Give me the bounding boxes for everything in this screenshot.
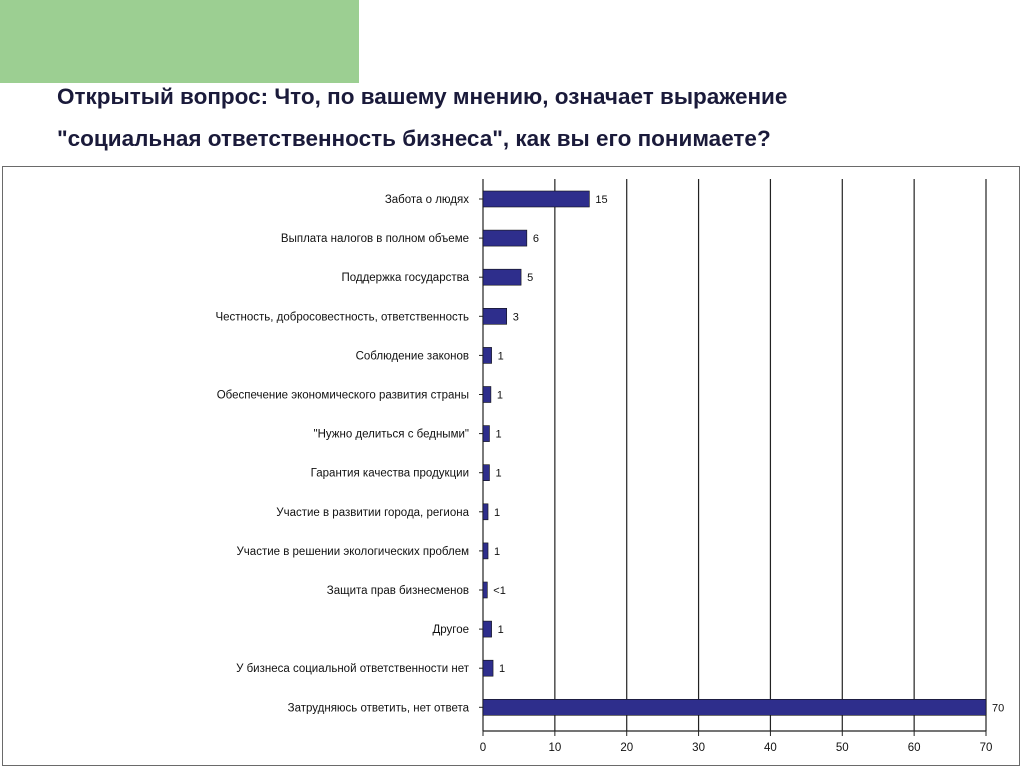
data-label: 1 <box>495 468 501 480</box>
chart-frame: 0 10 20 30 40 50 60 70 Забота о людях 15 Выплата н… <box>2 166 1020 766</box>
category-label: Затрудняюсь ответить, нет ответа <box>288 702 470 714</box>
slide-title: Открытый вопрос: Что, по вашему мнению, … <box>57 76 1017 160</box>
bar <box>482 190 590 208</box>
slide-title-line-1: Открытый вопрос: Что, по вашему мнению, … <box>57 84 788 109</box>
data-label: 1 <box>498 350 504 362</box>
category-label: У бизнеса социальной ответственности нет <box>236 663 470 675</box>
bar <box>482 229 528 247</box>
data-label: <1 <box>493 585 506 597</box>
data-label: 3 <box>513 311 519 323</box>
category-label: Выплата налогов в полном объеме <box>281 233 469 245</box>
bar <box>482 308 508 325</box>
bar <box>482 268 522 286</box>
bar <box>482 503 489 521</box>
category-label: Честность, добросовестность, ответственн… <box>215 311 469 323</box>
data-label: 6 <box>533 233 539 245</box>
x-tick-label: 40 <box>764 742 777 754</box>
data-label: 15 <box>595 194 607 206</box>
x-tick-label: 10 <box>548 742 561 754</box>
category-label: Участие в развитии города, региона <box>276 507 469 519</box>
x-tick-label: 60 <box>908 742 921 754</box>
slide-title-line-2: "социальная ответственность бизнеса", ка… <box>57 126 771 151</box>
data-label: 1 <box>498 624 504 636</box>
data-label: 5 <box>527 272 533 284</box>
bar <box>482 542 489 560</box>
bar <box>482 620 492 638</box>
category-label: "Нужно делиться с бедными" <box>314 429 469 441</box>
category-label: Поддержка государства <box>341 272 469 284</box>
decorative-green-block <box>0 0 359 83</box>
data-label: 1 <box>494 507 500 519</box>
bar <box>482 386 492 403</box>
category-label: Гарантия качества продукции <box>311 468 469 480</box>
bar <box>482 347 492 364</box>
category-label: Соблюдение законов <box>356 350 469 362</box>
x-tick-label: 50 <box>836 742 849 754</box>
bar <box>482 425 490 442</box>
x-tick-label: 0 <box>480 742 486 754</box>
data-label: 70 <box>992 702 1004 714</box>
x-tick-label: 30 <box>692 742 705 754</box>
category-label: Другое <box>432 624 469 636</box>
bar <box>482 698 987 716</box>
category-label: Участие в решении экологических проблем <box>237 546 470 558</box>
category-label: Забота о людях <box>385 194 469 206</box>
data-label: 1 <box>495 429 501 441</box>
bar <box>482 659 494 677</box>
x-tick-label: 20 <box>620 742 633 754</box>
x-tick-label: 70 <box>980 742 993 754</box>
data-label: 1 <box>494 546 500 558</box>
category-label: Обеспечение экономического развития стра… <box>217 390 469 402</box>
bar <box>482 581 488 599</box>
data-label: 1 <box>499 663 505 675</box>
bar <box>482 464 490 482</box>
data-label: 1 <box>497 390 503 402</box>
category-label: Защита прав бизнесменов <box>327 585 469 597</box>
